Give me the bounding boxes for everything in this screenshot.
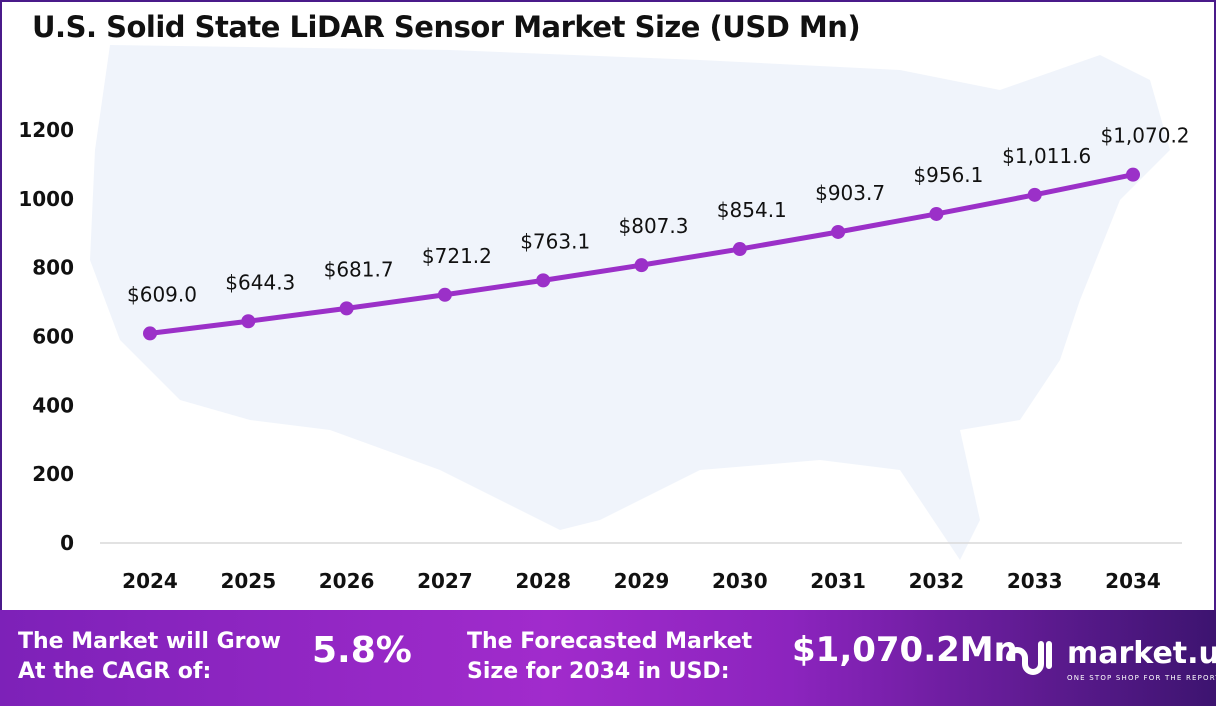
forecast-label: The Forecasted Market Size for 2034 in U… [467, 627, 752, 687]
cagr-value: 5.8% [312, 630, 412, 671]
data-point [1126, 167, 1140, 182]
x-tick-label: 2033 [1007, 569, 1063, 593]
cagr-label: The Market will Grow At the CAGR of: [18, 627, 281, 687]
data-label: $1,011.6 [1002, 144, 1091, 168]
data-point [1027, 187, 1042, 202]
cagr-label-line2: At the CAGR of: [18, 659, 212, 684]
cagr-label-line1: The Market will Grow [18, 629, 281, 654]
data-point [634, 258, 649, 273]
y-tick-label: 1000 [18, 187, 74, 211]
data-label: $763.1 [520, 229, 590, 253]
data-label: $1,070.2 [1100, 124, 1189, 148]
y-tick-label: 600 [32, 325, 74, 349]
data-point [732, 242, 747, 257]
data-point [339, 301, 354, 316]
data-point [241, 314, 256, 329]
x-tick-label: 2031 [810, 569, 866, 593]
data-label: $956.1 [913, 163, 983, 187]
data-label: $807.3 [619, 214, 689, 238]
y-tick-label: 400 [32, 393, 74, 417]
footer-banner: The Market will Grow At the CAGR of: 5.8… [0, 610, 1216, 706]
x-tick-label: 2030 [712, 569, 768, 593]
market-us-logo: market.us ONE STOP SHOP FOR THE REPORTS [1005, 632, 1216, 686]
data-label: $644.3 [225, 270, 295, 294]
brand-tagline: ONE STOP SHOP FOR THE REPORTS [1067, 674, 1216, 682]
x-tick-label: 2026 [319, 569, 375, 593]
data-point [831, 224, 846, 239]
data-point [143, 326, 157, 341]
x-tick-label: 2034 [1105, 569, 1161, 593]
y-tick-label: 1200 [18, 118, 74, 142]
us-map-background [90, 45, 1170, 560]
forecast-value: $1,070.2Mn [792, 630, 1018, 670]
x-tick-label: 2028 [515, 569, 571, 593]
x-tick-label: 2025 [220, 569, 276, 593]
data-label: $609.0 [127, 282, 197, 306]
brand-name: market.us [1067, 636, 1216, 671]
x-tick-label: 2027 [417, 569, 473, 593]
x-tick-label: 2024 [122, 569, 178, 593]
y-tick-label: 0 [60, 531, 74, 555]
line-chart: 0 200 400 600 800 1000 1200 2024 2025 2026 2027 20… [18, 45, 1190, 593]
data-label: $903.7 [815, 181, 885, 205]
x-tick-label: 2029 [614, 569, 670, 593]
data-label: $721.2 [422, 244, 492, 268]
y-tick-label: 800 [32, 256, 74, 280]
market-us-logo-icon [1006, 641, 1052, 675]
data-point [437, 287, 452, 302]
data-point [536, 273, 551, 288]
forecast-label-line1: The Forecasted Market [467, 629, 753, 654]
data-label: $681.7 [324, 257, 394, 281]
data-point [929, 206, 944, 221]
forecast-label-line2: Size for 2034 in USD: [467, 659, 730, 684]
chart-title: U.S. Solid State LiDAR Sensor Market Siz… [32, 10, 861, 44]
data-label: $854.1 [717, 198, 787, 222]
x-tick-label: 2032 [909, 569, 965, 593]
y-tick-label: 200 [32, 462, 74, 486]
